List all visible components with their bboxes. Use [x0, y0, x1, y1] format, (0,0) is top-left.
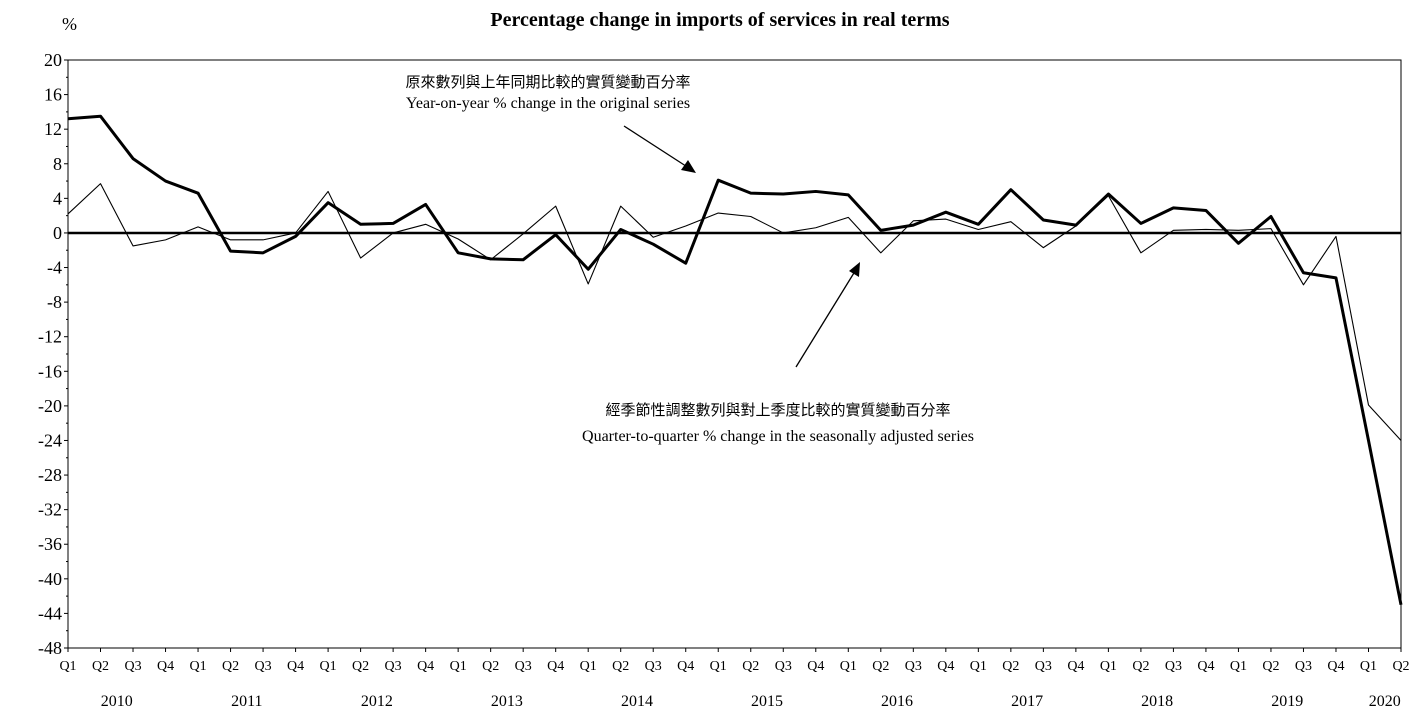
- quarter-label: Q2: [352, 659, 369, 674]
- year-label: 2017: [1011, 693, 1043, 710]
- y-tick-label: 8: [53, 154, 62, 174]
- year-label: 2016: [881, 693, 913, 710]
- plot-area: [67, 59, 1402, 649]
- quarter-label: Q1: [840, 659, 857, 674]
- quarter-label: Q3: [515, 659, 532, 674]
- quarter-label: Q2: [92, 659, 109, 674]
- qoq-arrow: [795, 267, 858, 368]
- y-tick-label: 16: [44, 85, 62, 105]
- quarter-label: Q4: [417, 659, 434, 674]
- y-tick-label: 0: [53, 223, 62, 243]
- qoq-annotation: 經季節性調整數列與對上季度比較的實質變動百分率 Quarter-to-quart…: [582, 262, 974, 445]
- year-label: 2019: [1271, 693, 1303, 710]
- quarter-label: Q4: [287, 659, 304, 674]
- qoq-annotation-en: Quarter-to-quarter % change in the seaso…: [582, 428, 974, 445]
- series-line-yoy: [67, 114, 1403, 606]
- y-tick-label: 4: [53, 188, 62, 208]
- y-tick-label: -28: [38, 465, 62, 485]
- quarter-label: Q1: [1100, 659, 1117, 674]
- year-label: 2013: [491, 693, 523, 710]
- quarter-label: Q3: [385, 659, 402, 674]
- quarter-label: Q1: [710, 659, 727, 674]
- quarter-label: Q2: [482, 659, 499, 674]
- year-label: 2020: [1369, 693, 1401, 710]
- y-unit-label: %: [62, 14, 77, 34]
- quarter-label: Q2: [1002, 659, 1019, 674]
- quarter-label: Q4: [677, 659, 694, 674]
- y-tick-label: -48: [38, 638, 62, 658]
- series-layer: [67, 114, 1403, 606]
- quarter-label: Q1: [320, 659, 337, 674]
- quarter-label: Q4: [1197, 659, 1214, 674]
- series-line-qoq: [67, 183, 1402, 441]
- quarter-label: Q1: [580, 659, 597, 674]
- y-tick-label: -32: [38, 500, 62, 520]
- y-tick-label: -36: [38, 534, 62, 554]
- quarter-label: Q2: [222, 659, 239, 674]
- y-tick-label: -44: [38, 603, 62, 623]
- yoy-annotation: 原來數列與上年同期比較的實質變動百分率 Year-on-year % chang…: [405, 73, 696, 173]
- quarter-label: Q3: [124, 659, 141, 674]
- qoq-arrowhead: [849, 262, 860, 277]
- y-tick-label: -8: [47, 292, 62, 312]
- quarter-label: Q2: [1132, 659, 1149, 674]
- quarter-label: Q1: [59, 659, 76, 674]
- quarter-label: Q3: [645, 659, 662, 674]
- quarter-label: Q3: [1165, 659, 1182, 674]
- quarter-label: Q2: [1392, 659, 1409, 674]
- quarter-label: Q4: [1327, 659, 1344, 674]
- quarter-label: Q1: [1360, 659, 1377, 674]
- yoy-annotation-en: Year-on-year % change in the original se…: [406, 95, 690, 112]
- year-label: 2011: [231, 693, 262, 710]
- y-tick-label: -16: [38, 361, 62, 381]
- quarter-label: Q1: [189, 659, 206, 674]
- chart-title: Percentage change in imports of services…: [490, 9, 949, 31]
- y-tick-label: 20: [44, 50, 62, 70]
- y-tick-label: 12: [44, 119, 62, 139]
- y-tick-label: -24: [38, 430, 62, 450]
- quarter-label: Q2: [872, 659, 889, 674]
- y-axis: 20 16 12 8 4 0 -4 -8 -12 -16 -20 -24 -28 -32 -36 -40 -44…: [38, 50, 68, 658]
- quarter-label: Q3: [905, 659, 922, 674]
- quarter-label: Q4: [1067, 659, 1084, 674]
- x-axis: Q1 Q2 Q3 Q4 Q1 Q2 Q3 Q4 Q1 Q2 Q3 Q4 Q1 Q2 Q3 Q4 Q1 Q2 Q3 Q4…: [59, 648, 1410, 710]
- y-tick-label: -12: [38, 327, 62, 347]
- qoq-annotation-zh: 經季節性調整數列與對上季度比較的實質變動百分率: [605, 401, 950, 419]
- year-label: 2010: [101, 693, 133, 710]
- quarter-label: Q4: [547, 659, 564, 674]
- quarter-label: Q4: [157, 659, 174, 674]
- quarter-label: Q4: [937, 659, 954, 674]
- yoy-annotation-zh: 原來數列與上年同期比較的實質變動百分率: [405, 73, 690, 91]
- quarter-label: Q2: [1262, 659, 1279, 674]
- year-label: 2014: [621, 693, 653, 710]
- quarter-label: Q3: [1295, 659, 1312, 674]
- yoy-arrow: [623, 125, 693, 171]
- quarter-label: Q2: [612, 659, 629, 674]
- quarter-label: Q3: [1035, 659, 1052, 674]
- quarter-label: Q1: [450, 659, 467, 674]
- yoy-arrowhead: [681, 160, 696, 173]
- y-tick-label: -20: [38, 396, 62, 416]
- quarter-label: Q3: [775, 659, 792, 674]
- y-tick-label: -40: [38, 569, 62, 589]
- quarter-label: Q1: [970, 659, 987, 674]
- quarter-label: Q1: [1230, 659, 1247, 674]
- quarter-label: Q3: [255, 659, 272, 674]
- quarter-label: Q4: [807, 659, 824, 674]
- y-tick-label: -4: [47, 258, 62, 278]
- year-label: 2012: [361, 693, 393, 710]
- year-label: 2018: [1141, 693, 1173, 710]
- year-label: 2015: [751, 693, 783, 710]
- quarter-label: Q2: [742, 659, 759, 674]
